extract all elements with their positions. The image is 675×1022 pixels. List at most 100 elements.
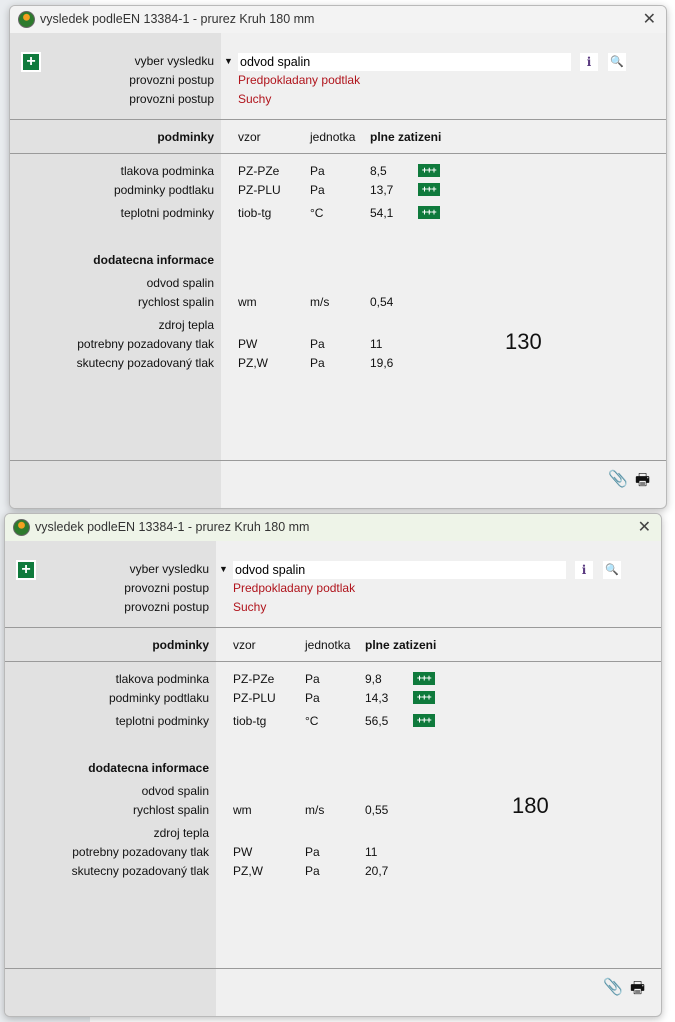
condition-label: tlakova podminka: [115, 672, 209, 686]
postup1-value: Predpokladany podtlak: [238, 73, 361, 87]
big-number: 180: [512, 793, 549, 818]
info-value: 11: [365, 845, 378, 859]
condition-row: tlakova podminka PZ-PZe Pa 9,8 +++: [5, 672, 661, 688]
header-jednotka: jednotka: [310, 130, 356, 144]
info-value: 20,7: [365, 864, 389, 878]
vyber-label: vyber vysledku: [129, 562, 209, 576]
attachment-icon[interactable]: 📎: [608, 471, 628, 488]
close-icon[interactable]: ✕: [642, 11, 656, 28]
info-unit: Pa: [310, 356, 325, 370]
info-value: 11: [370, 337, 383, 351]
title-bar[interactable]: vysledek podleEN 13384-1 - prurez Kruh 1…: [10, 6, 666, 33]
info-unit: m/s: [305, 803, 325, 817]
info-label: rychlost spalin: [137, 295, 214, 309]
info-label: skutecny pozadovaný tlak: [76, 356, 214, 370]
info-icon[interactable]: i: [580, 53, 598, 71]
postup1-value: Predpokladany podtlak: [233, 581, 356, 595]
info-row: zdroj tepla: [5, 826, 661, 842]
extra-title: dodatecna informace: [93, 253, 214, 267]
label-column: [5, 541, 216, 1016]
info-vzor: wm: [233, 803, 252, 817]
divider: [10, 119, 666, 120]
app-flame-icon: [18, 11, 35, 28]
condition-unit: Pa: [305, 691, 320, 705]
info-row: rychlost spalin wm m/s 0,55: [5, 803, 661, 819]
divider: [10, 460, 666, 461]
condition-label: podminky podtlaku: [108, 691, 209, 705]
condition-row: podminky podtlaku PZ-PLU Pa 14,3 +++: [5, 691, 661, 707]
info-unit: m/s: [310, 295, 330, 309]
condition-vzor: PZ-PLU: [233, 691, 276, 705]
header-podminky: podminky: [157, 130, 214, 144]
postup2-label: provozni postup: [124, 600, 209, 614]
close-icon[interactable]: ✕: [637, 519, 651, 536]
postup2-value: Suchy: [233, 600, 267, 614]
attachment-icon[interactable]: 📎: [603, 979, 623, 996]
title-bar[interactable]: vysledek podleEN 13384-1 - prurez Kruh 1…: [5, 514, 661, 541]
divider: [5, 661, 661, 662]
info-unit: Pa: [310, 337, 325, 351]
info-row: odvod spalin: [10, 276, 666, 292]
search-icon[interactable]: 🔍: [608, 53, 626, 71]
search-icon[interactable]: 🔍: [603, 561, 621, 579]
divider: [5, 968, 661, 969]
window-title: vysledek podleEN 13384-1 - prurez Kruh 1…: [40, 12, 315, 26]
vyber-label: vyber vysledku: [134, 54, 214, 68]
header-plne-zatizeni: plne zatizeni: [370, 130, 442, 144]
info-unit: Pa: [305, 845, 320, 859]
window-title: vysledek podleEN 13384-1 - prurez Kruh 1…: [35, 520, 310, 534]
info-label: skutecny pozadovaný tlak: [71, 864, 209, 878]
info-label: potrebny pozadovany tlak: [77, 337, 214, 351]
condition-value: 9,8: [365, 672, 382, 686]
condition-unit: Pa: [305, 672, 320, 686]
condition-unit: Pa: [310, 164, 325, 178]
info-vzor: PW: [238, 337, 258, 351]
header-vzor: vzor: [238, 130, 261, 144]
info-vzor: PW: [233, 845, 253, 859]
info-row: skutecny pozadovaný tlak PZ,W Pa 19,6: [10, 356, 666, 372]
header-vzor: vzor: [233, 638, 256, 652]
condition-row: teplotni podminky tiob-tg °C 54,1 +++: [10, 206, 666, 222]
dropdown-arrow-icon[interactable]: ▼: [224, 56, 233, 66]
add-button[interactable]: +: [16, 560, 36, 580]
printer-icon[interactable]: 🖶: [630, 980, 646, 997]
info-label: odvod spalin: [141, 784, 209, 798]
status-badge: +++: [413, 672, 435, 685]
condition-value: 8,5: [370, 164, 387, 178]
header-plne-zatizeni: plne zatizeni: [365, 638, 437, 652]
condition-label: teplotni podminky: [120, 206, 214, 220]
postup2-label: provozni postup: [129, 92, 214, 106]
result-select[interactable]: [238, 53, 571, 71]
info-unit: Pa: [305, 864, 320, 878]
status-badge: +++: [418, 164, 440, 177]
result-select[interactable]: [233, 561, 566, 579]
info-value: 0,55: [365, 803, 389, 817]
info-vzor: PZ,W: [233, 864, 263, 878]
info-value: 19,6: [370, 356, 394, 370]
condition-label: podminky podtlaku: [113, 183, 214, 197]
condition-vzor: PZ-PLU: [238, 183, 281, 197]
dropdown-arrow-icon[interactable]: ▼: [219, 564, 228, 574]
printer-icon[interactable]: 🖶: [635, 472, 651, 489]
status-badge: +++: [413, 714, 435, 727]
condition-value: 13,7: [370, 183, 394, 197]
info-label: zdroj tepla: [153, 826, 209, 840]
status-badge: +++: [418, 183, 440, 196]
info-icon[interactable]: i: [575, 561, 593, 579]
condition-vzor: tiob-tg: [238, 206, 272, 220]
info-label: zdroj tepla: [158, 318, 214, 332]
info-label: odvod spalin: [146, 276, 214, 290]
divider: [5, 627, 661, 628]
condition-vzor: PZ-PZe: [233, 672, 275, 686]
condition-row: teplotni podminky tiob-tg °C 56,5 +++: [5, 714, 661, 730]
condition-label: tlakova podminka: [120, 164, 214, 178]
extra-title: dodatecna informace: [88, 761, 209, 775]
condition-value: 54,1: [370, 206, 394, 220]
condition-value: 14,3: [365, 691, 389, 705]
info-row: skutecny pozadovaný tlak PZ,W Pa 20,7: [5, 864, 661, 880]
condition-label: teplotni podminky: [115, 714, 209, 728]
big-number: 130: [505, 329, 542, 354]
condition-unit: °C: [310, 206, 324, 220]
info-label: potrebny pozadovany tlak: [72, 845, 209, 859]
add-button[interactable]: +: [21, 52, 41, 72]
